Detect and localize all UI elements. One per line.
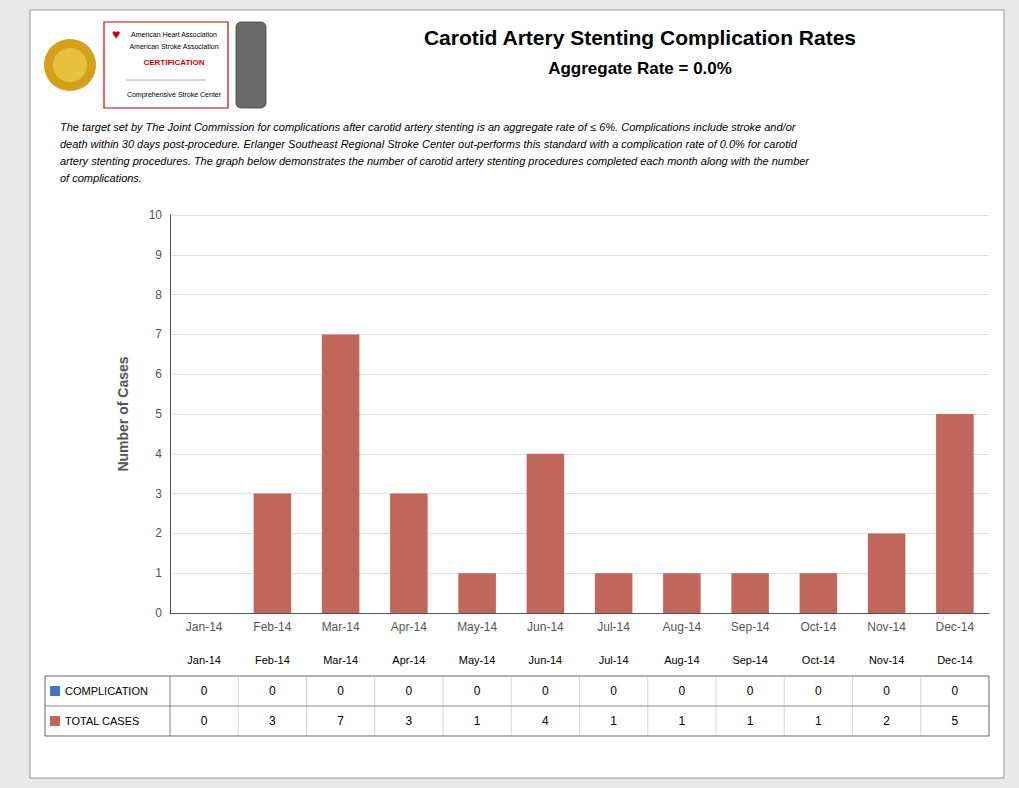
svg-text:Oct-14: Oct-14: [802, 654, 835, 666]
svg-text:2: 2: [155, 526, 162, 540]
svg-text:May-14: May-14: [459, 654, 496, 666]
svg-text:Oct-14: Oct-14: [800, 620, 836, 634]
svg-text:of complications.: of complications.: [60, 172, 142, 184]
svg-text:7: 7: [155, 327, 162, 341]
svg-text:Feb-14: Feb-14: [255, 654, 290, 666]
svg-text:3: 3: [155, 487, 162, 501]
svg-text:1: 1: [610, 714, 617, 728]
svg-text:Jun-14: Jun-14: [527, 620, 564, 634]
svg-text:3: 3: [406, 714, 413, 728]
svg-text:Mar-14: Mar-14: [323, 654, 358, 666]
svg-text:Comprehensive Stroke Center: Comprehensive Stroke Center: [127, 91, 222, 99]
svg-text:Apr-14: Apr-14: [391, 620, 427, 634]
svg-text:8: 8: [155, 288, 162, 302]
svg-text:Sep-14: Sep-14: [731, 620, 770, 634]
svg-text:1: 1: [815, 714, 822, 728]
svg-text:0: 0: [747, 684, 754, 698]
svg-text:death within 30 days post-proc: death within 30 days post-procedure. Erl…: [60, 138, 798, 150]
svg-text:The target set by The Joint Co: The target set by The Joint Commission f…: [60, 121, 797, 133]
svg-text:Carotid Artery Stenting Compli: Carotid Artery Stenting Complication Rat…: [424, 26, 856, 49]
svg-text:0: 0: [155, 606, 162, 620]
svg-text:American Heart Association: American Heart Association: [131, 31, 217, 38]
svg-text:10: 10: [149, 208, 163, 222]
svg-text:Dec-14: Dec-14: [937, 654, 972, 666]
svg-text:Jul-14: Jul-14: [599, 654, 629, 666]
svg-text:Dec-14: Dec-14: [936, 620, 975, 634]
svg-text:♥: ♥: [112, 26, 120, 42]
svg-text:Aug-14: Aug-14: [663, 620, 702, 634]
svg-text:0: 0: [815, 684, 822, 698]
svg-text:0: 0: [201, 684, 208, 698]
svg-text:0: 0: [406, 684, 413, 698]
svg-text:Aug-14: Aug-14: [664, 654, 699, 666]
svg-text:Sep-14: Sep-14: [732, 654, 767, 666]
svg-text:Apr-14: Apr-14: [392, 654, 425, 666]
svg-text:3: 3: [269, 714, 276, 728]
svg-text:9: 9: [155, 248, 162, 262]
svg-text:0: 0: [883, 684, 890, 698]
svg-text:0: 0: [337, 684, 344, 698]
svg-text:1: 1: [679, 714, 686, 728]
svg-text:0: 0: [610, 684, 617, 698]
svg-text:American Stroke Association: American Stroke Association: [129, 43, 218, 50]
svg-text:6: 6: [155, 367, 162, 381]
svg-text:Nov-14: Nov-14: [869, 654, 904, 666]
svg-text:4: 4: [155, 447, 162, 461]
svg-text:Jan-14: Jan-14: [187, 654, 221, 666]
svg-text:CERTIFICATION: CERTIFICATION: [143, 58, 204, 67]
svg-text:0: 0: [269, 684, 276, 698]
svg-text:1: 1: [474, 714, 481, 728]
svg-text:0: 0: [952, 684, 959, 698]
svg-text:5: 5: [155, 407, 162, 421]
svg-text:Number of Cases: Number of Cases: [115, 356, 131, 471]
svg-text:1: 1: [155, 566, 162, 580]
svg-text:TOTAL CASES: TOTAL CASES: [65, 715, 139, 727]
svg-text:7: 7: [337, 714, 344, 728]
svg-text:Jun-14: Jun-14: [529, 654, 563, 666]
svg-text:Jan-14: Jan-14: [186, 620, 223, 634]
svg-text:1: 1: [747, 714, 754, 728]
svg-text:May-14: May-14: [457, 620, 497, 634]
svg-text:Mar-14: Mar-14: [322, 620, 360, 634]
svg-text:4: 4: [542, 714, 549, 728]
svg-text:Jul-14: Jul-14: [597, 620, 630, 634]
svg-text:COMPLICATION: COMPLICATION: [65, 685, 148, 697]
svg-text:Feb-14: Feb-14: [253, 620, 291, 634]
svg-text:Aggregate Rate = 0.0%: Aggregate Rate = 0.0%: [548, 59, 732, 78]
svg-text:Nov-14: Nov-14: [867, 620, 906, 634]
svg-text:0: 0: [679, 684, 686, 698]
svg-text:artery stenting procedures. Th: artery stenting procedures. The graph be…: [60, 155, 810, 167]
svg-text:0: 0: [201, 714, 208, 728]
svg-text:2: 2: [883, 714, 890, 728]
svg-text:0: 0: [542, 684, 549, 698]
svg-text:0: 0: [474, 684, 481, 698]
svg-text:5: 5: [952, 714, 959, 728]
